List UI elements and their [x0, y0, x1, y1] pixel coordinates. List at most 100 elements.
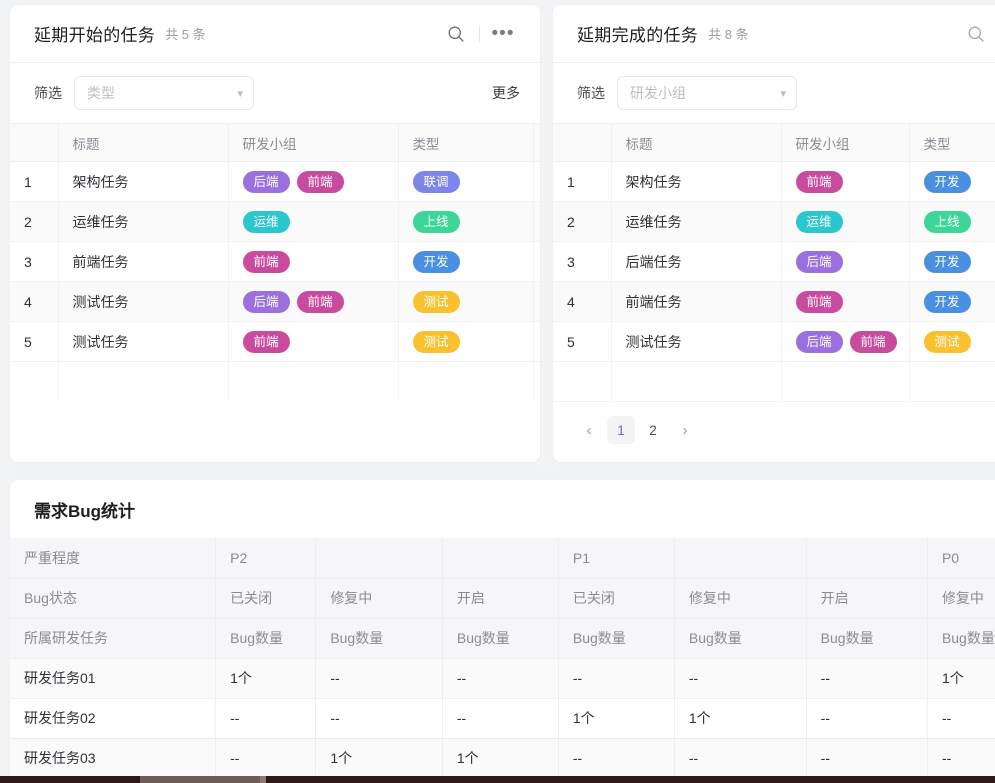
left-filter-bar: 筛选 类型 ▾ 更多: [10, 63, 540, 123]
tag-pill: 后端: [795, 330, 843, 353]
stats-cell: --: [806, 738, 928, 779]
right-card-count: 共 8 条: [708, 27, 749, 42]
row-teams: 前端: [228, 321, 399, 362]
stats-cell: P2: [215, 538, 317, 579]
row-types: 开发: [909, 281, 995, 322]
pagination-page-1[interactable]: 1: [607, 416, 635, 444]
taskbar-strip: [0, 776, 995, 783]
tag-pill: 后端: [242, 170, 290, 193]
row-title: 前端任务: [58, 241, 229, 282]
table-row[interactable]: 4 前端任务 前端 开发: [553, 281, 995, 322]
row-index: 5: [10, 321, 59, 362]
row-title: 测试任务: [58, 321, 229, 362]
column-header-0: [553, 123, 612, 162]
tag-pill: 测试: [412, 290, 460, 313]
stats-cell: 修复中: [674, 578, 807, 619]
stats-cell: [806, 538, 928, 579]
stats-cell: 开启: [442, 578, 559, 619]
stats-row-label: 严重程度: [10, 538, 217, 579]
row-title: 运维任务: [58, 201, 229, 242]
row-assignee: [533, 161, 540, 202]
stats-title: 需求Bug统计: [34, 501, 136, 521]
stats-cell: 1个: [674, 698, 807, 739]
empty-cell: [909, 361, 995, 402]
table-row[interactable]: 4 测试任务 后端 前端 测试: [10, 281, 540, 322]
left-more-link[interactable]: 更多: [492, 85, 520, 101]
row-title: 运维任务: [611, 201, 782, 242]
row-types: 测试: [909, 321, 995, 362]
pagination-prev[interactable]: ‹: [586, 421, 592, 439]
stats-cell: 修复中: [315, 578, 443, 619]
tag-pill: 前端: [795, 170, 843, 193]
row-types: 联调: [398, 161, 534, 202]
stats-row-label: 研发任务03: [10, 738, 217, 779]
chevron-down-icon: ▾: [780, 87, 786, 100]
team-filter-placeholder: 研发小组: [630, 85, 686, 101]
tag-pill: 前端: [296, 290, 344, 313]
row-teams: 前端: [228, 241, 399, 282]
table-row[interactable]: 3 后端任务 后端 开发: [553, 241, 995, 282]
delayed-start-tasks-table: 标题研发小组类型执行人 1架构任务后端前端联调2运维任务运维上线3前端任务前端开…: [10, 123, 540, 402]
stats-cell: [315, 538, 443, 579]
stats-cell: Bug数量: [215, 618, 317, 659]
stats-cell: --: [674, 658, 807, 699]
tag-pill: 前端: [849, 330, 897, 353]
stats-header-row: 严重程度 P2 P1 P0: [10, 538, 995, 579]
ellipsis-icon[interactable]: •••: [491, 22, 515, 44]
row-types: 上线: [398, 201, 534, 242]
stats-cell: Bug数量: [315, 618, 443, 659]
pagination-page-2[interactable]: 2: [649, 422, 657, 438]
header-divider: [479, 25, 480, 42]
row-index: 2: [553, 201, 612, 242]
stats-row-label: 所属研发任务: [10, 618, 217, 659]
stats-cell: [442, 538, 559, 579]
row-types: 开发: [909, 241, 995, 282]
row-teams: 后端: [781, 241, 910, 282]
stats-cell: --: [927, 698, 995, 739]
empty-cell: [611, 361, 782, 402]
table-row[interactable]: 2 运维任务 运维 上线: [10, 201, 540, 242]
table-row[interactable]: 1 架构任务 后端 前端 联调: [10, 161, 540, 202]
team-filter-select[interactable]: 研发小组 ▾: [617, 76, 797, 110]
row-assignee: [533, 241, 540, 282]
pagination-next[interactable]: ›: [682, 421, 688, 439]
type-filter-select[interactable]: 类型 ▾: [74, 76, 254, 110]
table-row[interactable]: 1 架构任务 前端 开发: [553, 161, 995, 202]
stats-cell: 已关闭: [558, 578, 675, 619]
stats-cell: 1个: [215, 658, 317, 699]
row-teams: 后端 前端: [228, 161, 399, 202]
column-header-2: 研发小组: [781, 123, 910, 162]
stats-cell: Bug数量: [674, 618, 807, 659]
tag-pill: 上线: [412, 210, 460, 233]
table-empty-row: [10, 361, 540, 402]
table-header-row: 标题 研发小组 类型: [553, 123, 995, 162]
delayed-finish-tasks-card: 延期完成的任务 共 8 条 筛选 研发小组 ▾ 标题 研发小组 类型 1 架构任务 前端…: [553, 5, 995, 462]
row-types: 测试: [398, 321, 534, 362]
table-row[interactable]: 3 前端任务 前端 开发: [10, 241, 540, 282]
table-row[interactable]: 2 运维任务 运维 上线: [553, 201, 995, 242]
empty-cell: [228, 361, 399, 402]
stats-row-label: 研发任务02: [10, 698, 217, 739]
row-types: 开发: [398, 241, 534, 282]
row-teams: 前端: [781, 281, 910, 322]
tag-pill: 开发: [923, 290, 971, 313]
stats-cell: --: [315, 658, 443, 699]
row-types: 上线: [909, 201, 995, 242]
stats-cell: --: [442, 698, 559, 739]
type-filter-placeholder: 类型: [87, 85, 115, 101]
stats-cell: 已关闭: [215, 578, 317, 619]
search-icon[interactable]: [439, 17, 473, 51]
stats-cell: --: [442, 658, 559, 699]
right-search-icon[interactable]: [959, 17, 993, 51]
right-filter-bar: 筛选 研发小组 ▾: [553, 63, 995, 123]
table-row[interactable]: 5 测试任务 后端 前端 测试: [553, 321, 995, 362]
taskbar-segment-a: [140, 776, 260, 783]
tag-pill: 上线: [923, 210, 971, 233]
row-title: 架构任务: [58, 161, 229, 202]
taskbar-segment-b: [260, 776, 266, 783]
stats-header: 需求Bug统计: [10, 480, 995, 538]
table-row[interactable]: 5 测试任务 前端 测试: [10, 321, 540, 362]
avatar: [539, 249, 540, 274]
